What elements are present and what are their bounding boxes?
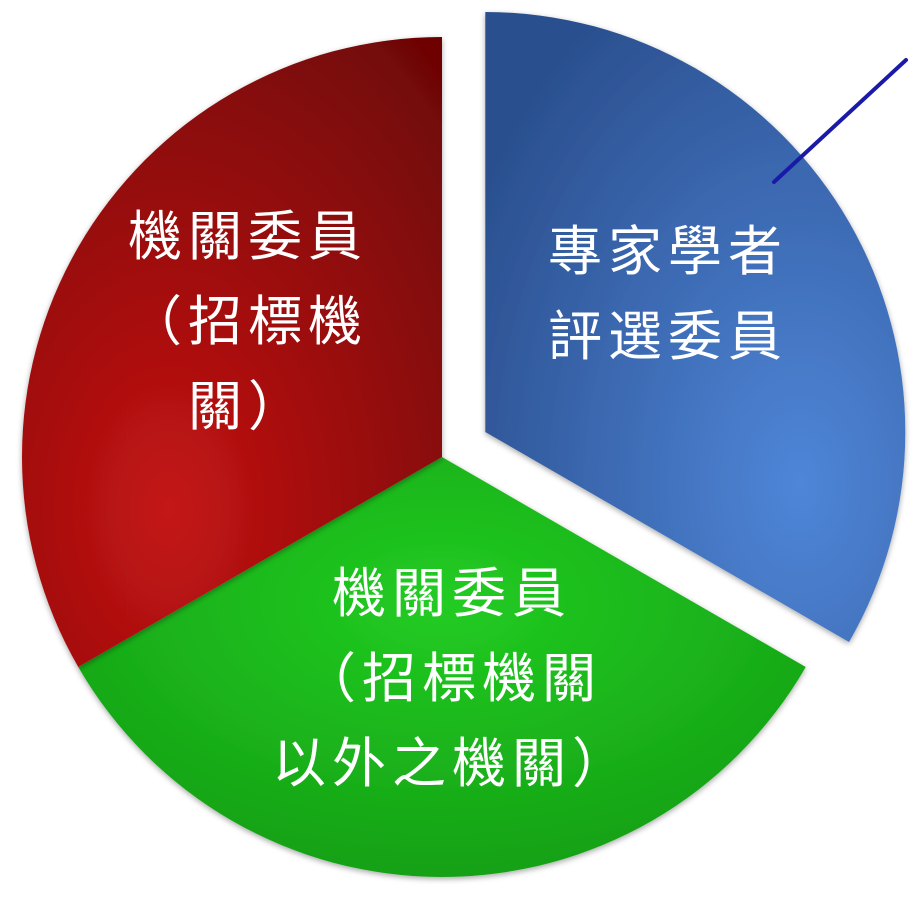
pie-slice-label-line: 以外之機關） [272,732,632,795]
pie-slice-2 [78,457,806,877]
pie-slice-label-line: 機關委員 [332,562,572,625]
pie-slice-label-line: （招標機關 [302,647,602,710]
pie-slice-1 [485,12,906,642]
pie-slice-3 [21,37,442,667]
pie-slice-label-line: （招標機 [128,290,368,353]
pie-slice-label-3: 機關委員 （招標機關） [128,205,368,438]
pie-slice-label-line: 評選委員 [548,305,788,368]
pie-slice-label-line: 機關委員 [128,205,368,268]
pie-slice-label-line: 關） [188,375,308,438]
annotation-leader-line [772,58,908,184]
pie-slice-label-1: 專家學者評選委員 [548,220,788,368]
pie-slice-label-line: 專家學者 [548,220,788,283]
pie-slices [21,12,906,877]
pie-slice-label-2: 機關委員 （招標機關以外之機關） [272,562,632,795]
